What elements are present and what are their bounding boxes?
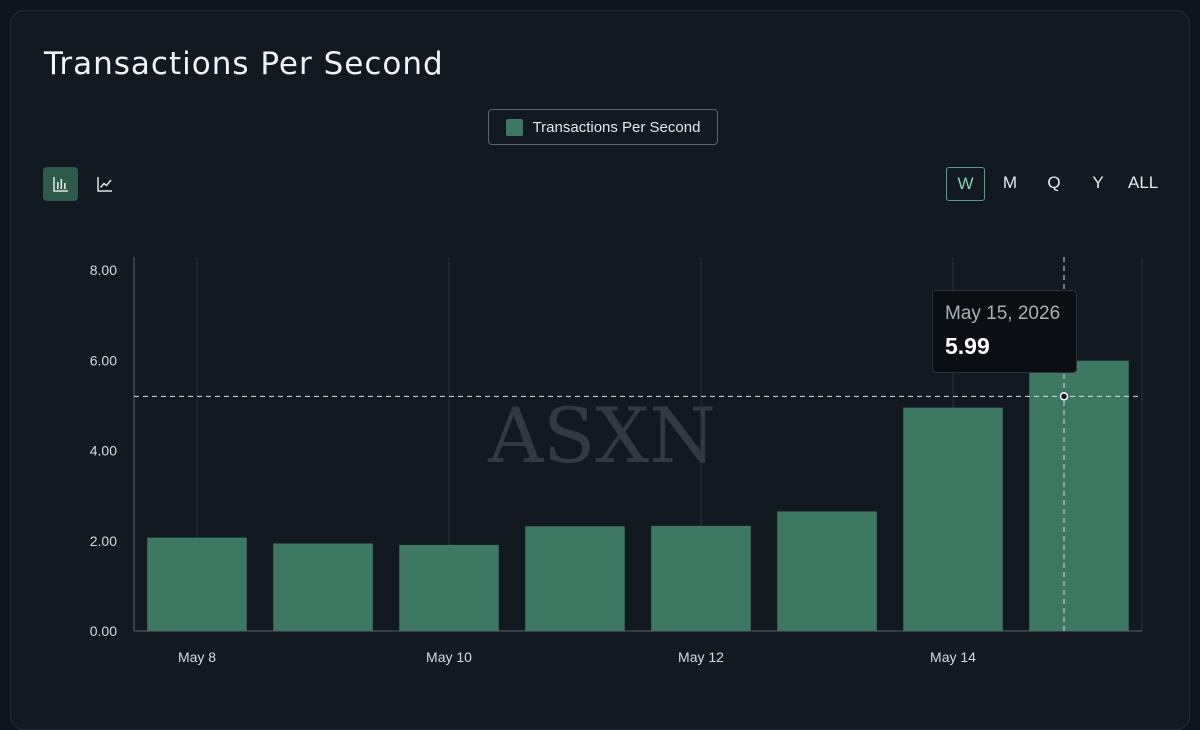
y-tick-label: 0.00 [90,623,117,639]
line-chart-icon [96,177,112,192]
x-tick-label: May 10 [426,649,472,665]
y-tick-label: 6.00 [90,352,117,368]
legend-label: Transactions Per Second [532,118,701,136]
data-tooltip: May 15, 2026 5.99 [932,290,1077,373]
watermark-text: ASXN [487,391,716,480]
legend-item[interactable]: Transactions Per Second [488,109,718,145]
bar [1029,360,1129,631]
bar [903,407,1003,631]
bar-chart: ASXN 0.00 2.00 4.00 6.00 8.00 May 8 May 10 May 1… [90,257,1143,665]
range-button-all[interactable]: ALL [1128,173,1159,192]
x-tick-label: May 12 [678,649,724,665]
bar [651,525,751,631]
y-tick-label: 2.00 [90,533,117,549]
bar [147,537,247,631]
range-button-month[interactable]: M [1002,173,1018,192]
range-button-quarter[interactable]: Q [1047,173,1061,192]
x-tick-label: May 8 [178,649,216,665]
crosshair-point [1059,392,1069,401]
tooltip-value: 5.99 [945,333,990,359]
legend-swatch [505,118,523,136]
y-tick-label: 4.00 [90,443,117,459]
bar [399,544,499,631]
chart-title: Transactions Per Second [44,46,444,82]
range-button-year[interactable]: Y [1092,173,1104,192]
x-tick-label: May 14 [930,649,976,665]
y-tick-label: 8.00 [90,262,117,278]
line-chart-toggle-button[interactable] [87,167,122,201]
bar [273,543,373,631]
tooltip-date: May 15, 2026 [945,303,1061,324]
bar [777,511,877,631]
bar [525,526,625,631]
range-button-week[interactable]: W [946,167,985,201]
bar-chart-icon [52,177,68,192]
bar-chart-toggle-button[interactable] [43,167,78,201]
